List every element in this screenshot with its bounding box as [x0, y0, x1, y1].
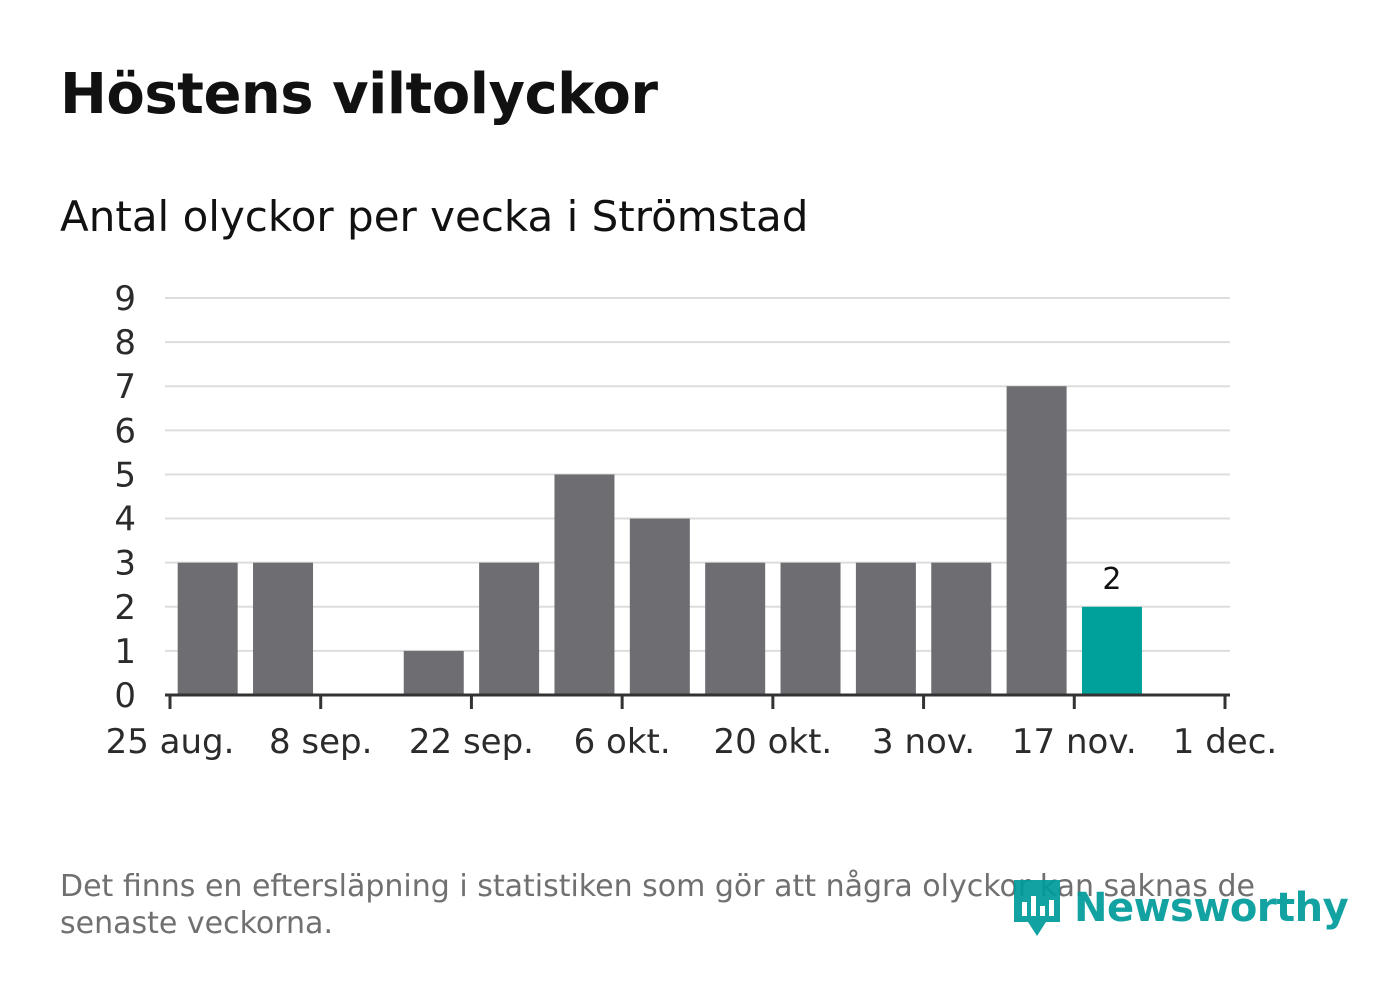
grid-lines — [165, 297, 1230, 652]
y-tick-label: 4 — [114, 500, 136, 540]
y-tick-label: 0 — [114, 676, 136, 716]
bar — [855, 562, 916, 695]
bars — [177, 386, 1142, 695]
bar — [403, 650, 464, 695]
bar — [705, 562, 766, 695]
y-tick-label: 5 — [114, 455, 136, 495]
bar-chart-pin-icon — [1014, 880, 1060, 936]
x-tick-label: 17 nov. — [1012, 722, 1137, 762]
y-tick-label: 3 — [114, 544, 136, 584]
x-tick-label: 22 sep. — [409, 722, 534, 762]
y-tick-label: 7 — [114, 367, 136, 407]
bar — [253, 562, 314, 695]
bar — [177, 562, 238, 695]
bar — [629, 518, 690, 695]
y-tick-label: 2 — [114, 588, 136, 628]
y-tick-label: 1 — [114, 632, 136, 672]
x-tick-label: 6 okt. — [574, 722, 671, 762]
y-tick-label: 9 — [114, 279, 136, 319]
chart-subtitle: Antal olyckor per vecka i Strömstad — [60, 192, 809, 241]
x-tick-label: 3 nov. — [872, 722, 975, 762]
bar — [780, 562, 841, 695]
x-tick-label: 20 okt. — [714, 722, 833, 762]
newsworthy-logo: Newsworthy — [1010, 876, 1349, 940]
bar — [479, 562, 540, 695]
x-tick-label: 25 aug. — [106, 722, 235, 762]
logo-text: Newsworthy — [1074, 885, 1349, 931]
bar-value-label: 2 — [1102, 562, 1121, 597]
bar — [1006, 386, 1067, 695]
y-tick-label: 6 — [114, 411, 136, 451]
chart-title: Höstens viltolyckor — [60, 62, 658, 127]
x-tick-label: 1 dec. — [1173, 722, 1277, 762]
axes — [165, 693, 1230, 709]
bar-highlight — [1081, 606, 1142, 695]
y-tick-label: 8 — [114, 323, 136, 363]
x-tick-label: 8 sep. — [269, 722, 372, 762]
bar — [931, 562, 992, 695]
bar — [554, 474, 615, 695]
